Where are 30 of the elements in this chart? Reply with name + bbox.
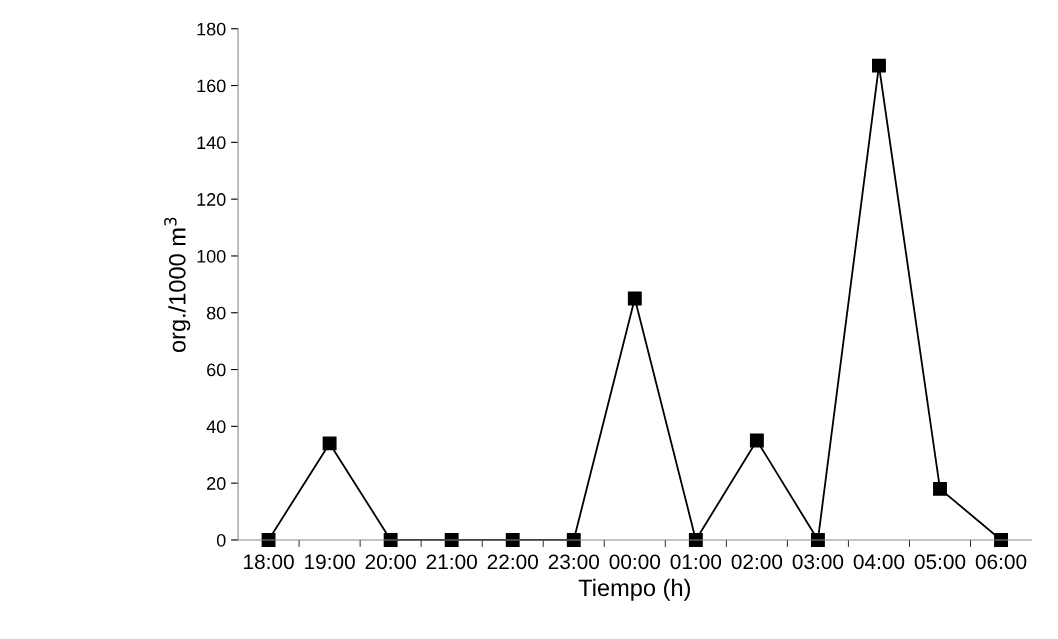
point [872, 58, 886, 73]
x-tick-label: 01:00 [670, 554, 722, 570]
y-tick-label: 20 [207, 477, 226, 490]
y-tick-label: 180 [197, 22, 226, 36]
y-tick-label: 60 [207, 363, 226, 377]
x-tick-label: 02:00 [731, 554, 783, 570]
point [749, 433, 764, 448]
x-tick-label: 18:00 [244, 554, 294, 570]
y-axis-title: org./1000 m$^{3}$ [164, 217, 191, 353]
y-tick-label: 0 [216, 533, 226, 547]
x-tick-label: 19:00 [305, 554, 355, 570]
y-tick-label: 160 [197, 79, 226, 93]
x-tick-label: 03:00 [792, 554, 844, 570]
point [933, 481, 947, 496]
y-tick-label: 140 [197, 136, 226, 150]
point [627, 291, 642, 306]
x-tick-label: 20:00 [365, 554, 416, 570]
x-tick-label: 23:00 [548, 554, 600, 570]
x-tick-label: 04:00 [853, 554, 905, 570]
x-tick-label: 06:00 [975, 554, 1027, 570]
y-tick-label: 80 [206, 306, 226, 320]
y-tick-label: 40 [206, 420, 226, 434]
x-tick-label: 21:00 [426, 554, 477, 570]
y-tick-label: 100 [197, 249, 226, 263]
x-tick-label: 05:00 [914, 554, 966, 570]
x-axis-title: Tiempo (h) [578, 578, 690, 601]
y-tick-label: 120 [197, 193, 226, 206]
point [322, 436, 337, 451]
x-tick-label: 22:00 [487, 554, 538, 570]
x-tick-label: 00:00 [609, 554, 661, 570]
